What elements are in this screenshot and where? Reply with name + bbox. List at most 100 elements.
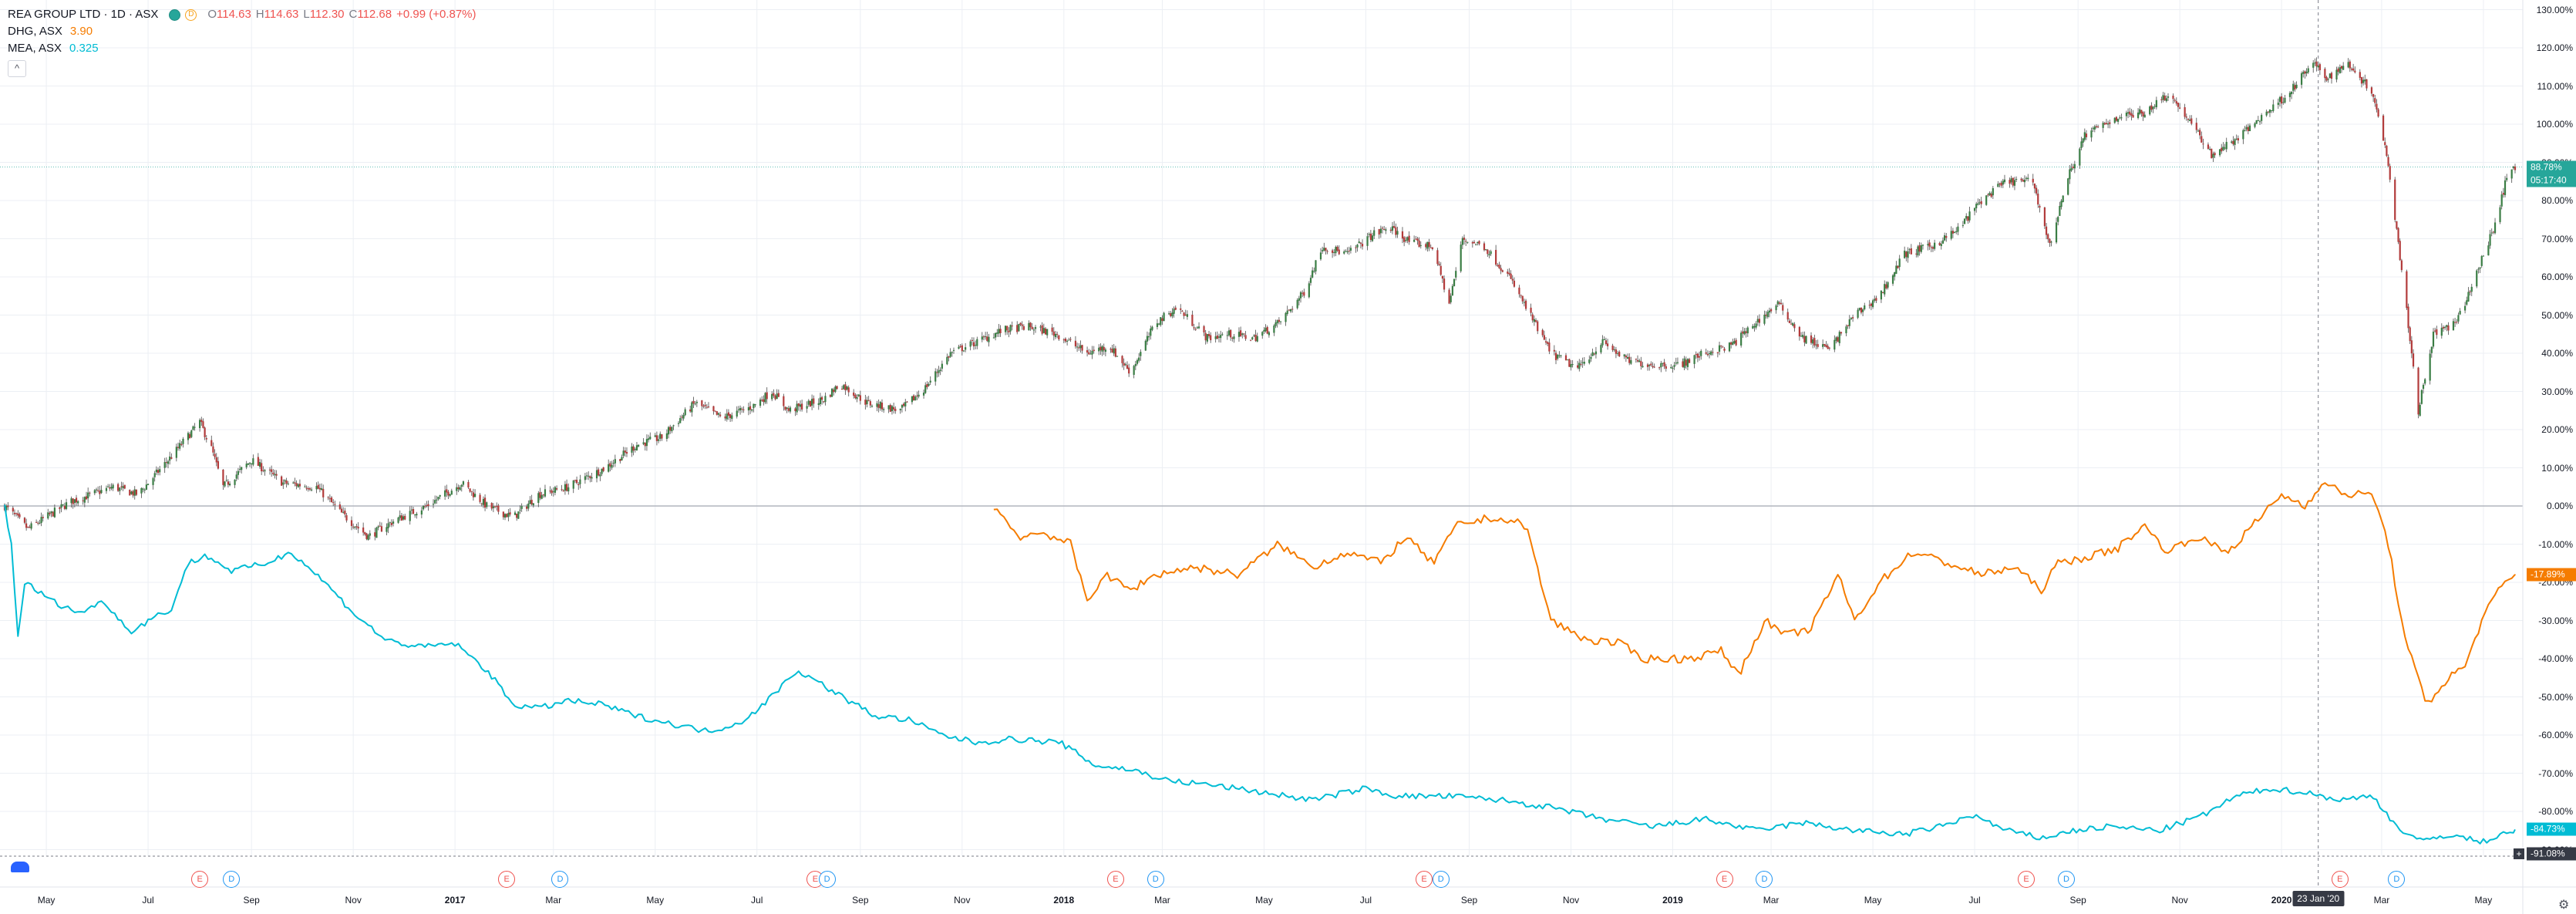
rea-candle bbox=[387, 523, 389, 528]
earnings-marker[interactable]: E bbox=[1416, 871, 1433, 888]
rea-candle bbox=[258, 462, 261, 467]
rea-candle bbox=[2190, 118, 2193, 124]
earnings-marker[interactable]: E bbox=[2331, 871, 2349, 888]
compare-series-mea[interactable]: MEA, ASX 0.325 bbox=[8, 40, 481, 57]
dividend-marker[interactable]: D bbox=[2058, 871, 2076, 888]
symbol-title[interactable]: REA GROUP LTD · 1D · ASX bbox=[8, 8, 159, 21]
rea-candle bbox=[467, 481, 470, 488]
rea-candle bbox=[83, 497, 86, 503]
rea-candle bbox=[999, 329, 1002, 333]
rea-candle bbox=[2020, 178, 2022, 180]
rea-candle bbox=[379, 525, 381, 527]
compare-series-dhg[interactable]: DHG, ASX 3.90 bbox=[8, 23, 481, 40]
rea-candle bbox=[1167, 313, 1170, 315]
earnings-marker[interactable]: E bbox=[191, 871, 209, 888]
rea-candle bbox=[794, 408, 796, 412]
rea-candle bbox=[110, 487, 113, 489]
rea-candle bbox=[1543, 335, 1545, 340]
main-series-legend[interactable]: REA GROUP LTD · 1D · ASX D O114.63 H114.6… bbox=[8, 6, 481, 23]
rea-candle bbox=[95, 489, 98, 491]
rea-candle bbox=[1718, 345, 1721, 352]
rea-candle bbox=[2394, 179, 2396, 221]
dividend-marker[interactable]: D bbox=[1432, 871, 1450, 888]
rea-candle bbox=[2072, 166, 2074, 168]
rea-candle bbox=[1544, 341, 1547, 343]
rea-candle bbox=[2444, 326, 2446, 329]
rea-candle bbox=[257, 457, 259, 466]
rea-candle bbox=[334, 504, 336, 505]
rea-candle bbox=[1227, 330, 1231, 336]
rea-candle bbox=[133, 489, 136, 496]
bar-countdown-tag: 05:17:40 bbox=[2527, 174, 2576, 187]
rea-candle bbox=[1813, 338, 1816, 346]
rea-candle bbox=[1194, 329, 1197, 330]
rea-candle bbox=[881, 403, 884, 410]
x-tick-label: May bbox=[646, 895, 665, 906]
dividend-marker[interactable]: D bbox=[223, 871, 241, 888]
rea-candle bbox=[237, 470, 239, 475]
earnings-marker[interactable]: E bbox=[1106, 871, 1124, 888]
add-alert-plus-icon[interactable]: + bbox=[2514, 848, 2524, 859]
rea-candle bbox=[49, 512, 51, 514]
rea-candle bbox=[2155, 99, 2157, 108]
rea-candle bbox=[2340, 66, 2343, 69]
rea-candle bbox=[2500, 194, 2503, 207]
earnings-marker[interactable]: E bbox=[1716, 871, 1733, 888]
dividend-marker[interactable]: D bbox=[1756, 871, 1773, 888]
rea-candle bbox=[1058, 335, 1060, 340]
x-tick-label: Sep bbox=[243, 895, 260, 906]
dividend-marker[interactable]: D bbox=[818, 871, 836, 888]
rea-candle bbox=[1845, 326, 1847, 334]
mea-line-layer bbox=[4, 504, 2516, 845]
rea-candle bbox=[766, 392, 768, 400]
rea-candle bbox=[1498, 265, 1500, 268]
rea-candle bbox=[2327, 79, 2329, 80]
ohlc-key: O bbox=[207, 8, 217, 21]
earnings-marker[interactable]: E bbox=[498, 871, 516, 888]
rea-candle bbox=[539, 491, 541, 498]
rea-candle bbox=[2366, 79, 2368, 89]
rea-candle bbox=[2150, 105, 2153, 110]
ohlc-key: H bbox=[255, 8, 264, 21]
rea-candle bbox=[1852, 317, 1854, 319]
rea-candle bbox=[1611, 346, 1614, 350]
rea-candle bbox=[416, 514, 418, 516]
rea-candle bbox=[684, 409, 686, 416]
rea-candle bbox=[1616, 352, 1619, 354]
rea-candle bbox=[2037, 194, 2039, 205]
rea-candle bbox=[2292, 83, 2295, 91]
rea-candle bbox=[1510, 273, 1512, 279]
legend-collapse-button[interactable]: ^ bbox=[8, 60, 26, 77]
gear-icon[interactable]: ⚙ bbox=[2558, 899, 2570, 912]
rea-candle bbox=[1264, 327, 1267, 332]
dividend-marker[interactable]: D bbox=[1147, 871, 1164, 888]
tradingview-logo-icon[interactable] bbox=[11, 862, 29, 872]
rea-candle bbox=[1009, 325, 1012, 332]
rea-candle bbox=[1369, 233, 1372, 241]
rea-candle bbox=[2045, 226, 2048, 235]
earnings-marker[interactable]: E bbox=[2018, 871, 2036, 888]
rea-candle bbox=[399, 515, 401, 518]
rea-candle bbox=[72, 498, 74, 504]
rea-candle bbox=[307, 487, 309, 490]
rea-candle bbox=[424, 506, 426, 508]
rea-candle bbox=[2043, 207, 2046, 227]
rea-candle bbox=[529, 500, 531, 504]
rea-candle bbox=[192, 426, 194, 430]
market-status-icon bbox=[169, 8, 181, 21]
rea-candle bbox=[998, 329, 1000, 334]
rea-candle bbox=[614, 459, 616, 464]
rea-candle bbox=[1197, 326, 1200, 329]
rea-candle bbox=[365, 533, 368, 539]
rea-candle bbox=[2139, 109, 2141, 114]
rea-candle bbox=[482, 498, 485, 505]
rea-candle bbox=[189, 433, 191, 439]
rea-candle bbox=[1237, 332, 1241, 337]
dividend-marker[interactable]: D bbox=[2388, 871, 2406, 888]
rea-candle bbox=[1385, 229, 1387, 231]
rea-candle bbox=[1450, 295, 1452, 302]
dividend-marker[interactable]: D bbox=[551, 871, 569, 888]
rea-candle bbox=[214, 454, 216, 457]
